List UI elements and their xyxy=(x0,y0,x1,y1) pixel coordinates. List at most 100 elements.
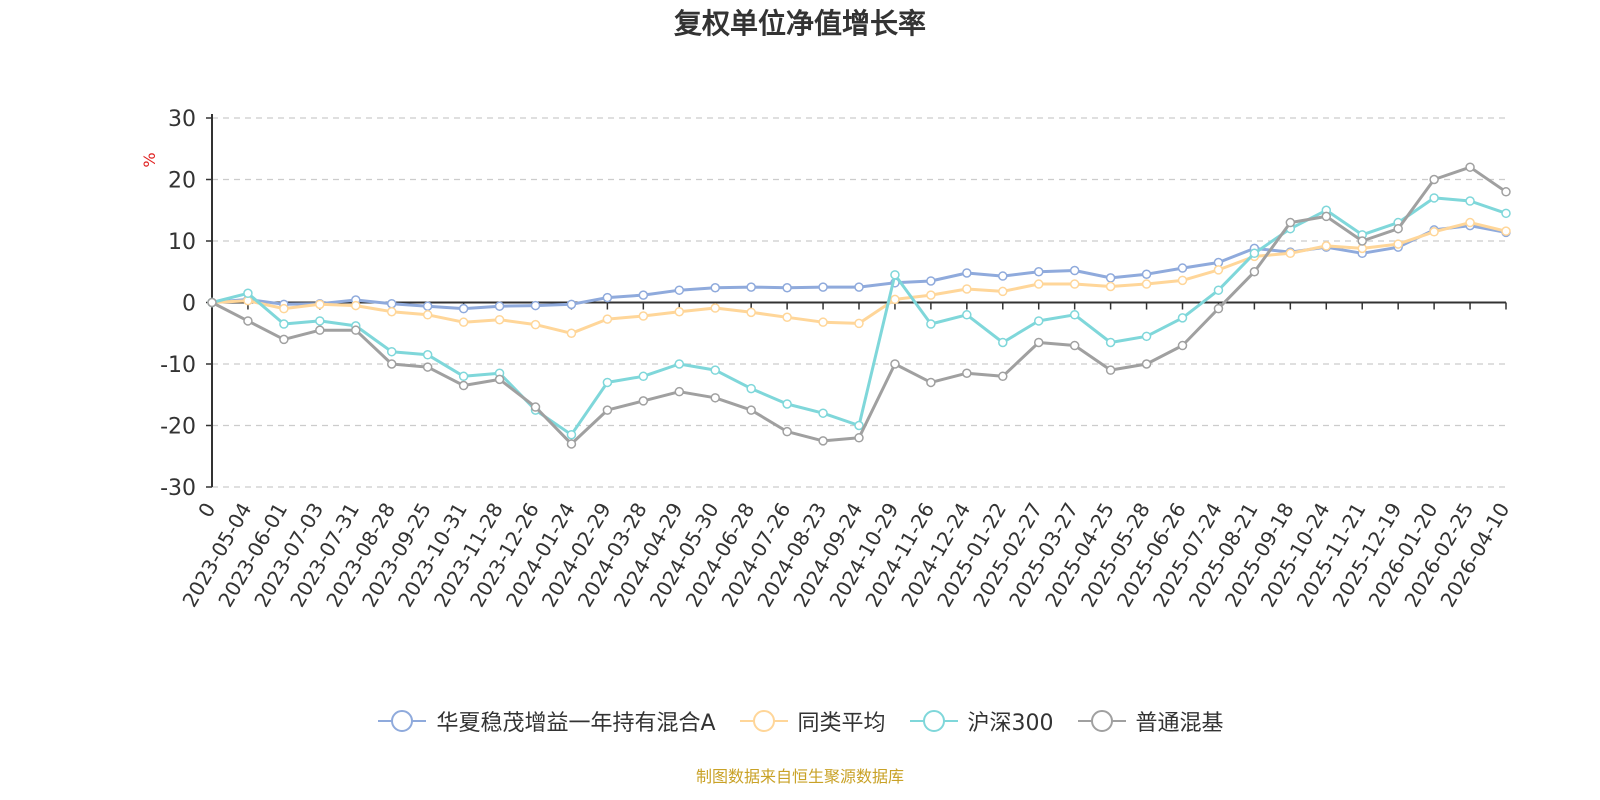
data-point xyxy=(638,371,649,382)
data-point xyxy=(710,282,720,293)
data-point xyxy=(1501,208,1511,219)
data-point xyxy=(890,270,900,280)
data-point xyxy=(1105,337,1116,348)
data-point xyxy=(386,359,397,369)
data-point xyxy=(1465,196,1475,206)
data-point xyxy=(1177,340,1188,351)
data-point xyxy=(998,337,1008,348)
data-point xyxy=(566,439,577,449)
data-point xyxy=(1141,331,1152,342)
data-point xyxy=(602,377,613,388)
data-point xyxy=(1321,241,1332,251)
data-point xyxy=(243,316,253,326)
data-point xyxy=(279,334,289,345)
grid-lines xyxy=(212,117,1506,488)
data-point xyxy=(1141,269,1152,279)
data-point xyxy=(1501,187,1511,197)
data-point xyxy=(1069,265,1080,276)
y-tick-label: 30 xyxy=(168,107,196,132)
legend-item-0[interactable]: 华夏稳茂增益一年持有混合A xyxy=(376,705,716,737)
data-point xyxy=(926,290,936,300)
data-point xyxy=(1429,227,1439,237)
line-chart: 3020100-10-20-3002023-05-042023-06-01202… xyxy=(140,107,1514,611)
data-point xyxy=(782,312,792,323)
data-point xyxy=(566,299,577,310)
data-point xyxy=(746,282,756,292)
data-point xyxy=(854,433,864,443)
data-point xyxy=(351,325,361,335)
data-point xyxy=(1105,365,1116,375)
data-point xyxy=(854,282,864,292)
data-point xyxy=(1105,281,1116,292)
data-point xyxy=(638,311,649,321)
x-tick-label: 0 xyxy=(193,499,220,522)
legend-label: 同类平均 xyxy=(797,711,886,736)
data-point xyxy=(458,317,469,327)
data-point xyxy=(494,301,505,311)
data-point xyxy=(1429,193,1439,203)
data-point xyxy=(1069,310,1080,320)
data-point xyxy=(602,314,613,324)
data-point xyxy=(1357,236,1367,246)
data-point xyxy=(494,374,505,385)
data-point xyxy=(674,359,685,369)
data-point xyxy=(1213,303,1224,314)
data-point xyxy=(1393,223,1403,234)
data-point xyxy=(782,399,792,409)
data-point xyxy=(710,365,720,375)
data-point xyxy=(818,282,828,292)
source-note: 制图数据来自恒生聚源数据库 xyxy=(695,767,904,786)
legend-item-1[interactable]: 同类平均 xyxy=(738,705,886,737)
data-point xyxy=(998,371,1008,382)
data-point xyxy=(386,298,397,309)
data-point xyxy=(782,282,792,293)
data-point xyxy=(926,276,936,286)
legend-item-2[interactable]: 沪深300 xyxy=(908,705,1054,737)
data-point xyxy=(315,299,325,310)
data-point xyxy=(279,319,289,329)
data-point xyxy=(1213,285,1224,295)
data-point xyxy=(926,319,936,329)
data-point xyxy=(1429,174,1439,185)
data-point xyxy=(638,290,649,300)
data-point xyxy=(890,294,900,305)
data-point xyxy=(926,377,936,388)
data-point xyxy=(710,393,720,403)
data-point xyxy=(638,396,649,406)
legend-marker-icon xyxy=(378,710,427,732)
data-point xyxy=(1177,263,1188,273)
y-tick-label: 20 xyxy=(168,169,196,194)
data-point xyxy=(458,380,469,391)
series-line-1 xyxy=(211,221,1507,335)
data-point xyxy=(422,301,433,311)
data-point xyxy=(279,303,289,314)
y-tick-label: -30 xyxy=(160,476,196,501)
data-point xyxy=(243,288,253,299)
data-point xyxy=(386,346,397,357)
data-point xyxy=(998,271,1008,281)
data-point xyxy=(315,325,325,335)
data-point xyxy=(962,368,972,378)
data-point xyxy=(566,328,577,338)
data-point xyxy=(530,319,541,330)
series-line-2 xyxy=(211,196,1507,437)
data-point xyxy=(1501,226,1511,236)
data-point xyxy=(422,362,433,372)
series-line-0 xyxy=(211,224,1507,311)
data-point xyxy=(422,350,433,360)
data-point xyxy=(674,285,685,295)
data-point xyxy=(422,310,433,320)
data-point xyxy=(962,268,972,278)
data-point xyxy=(1141,359,1152,369)
data-point xyxy=(818,436,828,446)
legend-item-3[interactable]: 普通混基 xyxy=(1076,705,1224,737)
data-point xyxy=(1285,217,1296,228)
data-point xyxy=(1249,267,1260,277)
data-point xyxy=(854,420,864,431)
legend-label: 普通混基 xyxy=(1135,711,1224,736)
data-point xyxy=(315,316,325,326)
data-point xyxy=(1393,239,1403,249)
data-point xyxy=(1033,337,1044,348)
data-point xyxy=(674,306,685,317)
data-point xyxy=(602,405,613,415)
